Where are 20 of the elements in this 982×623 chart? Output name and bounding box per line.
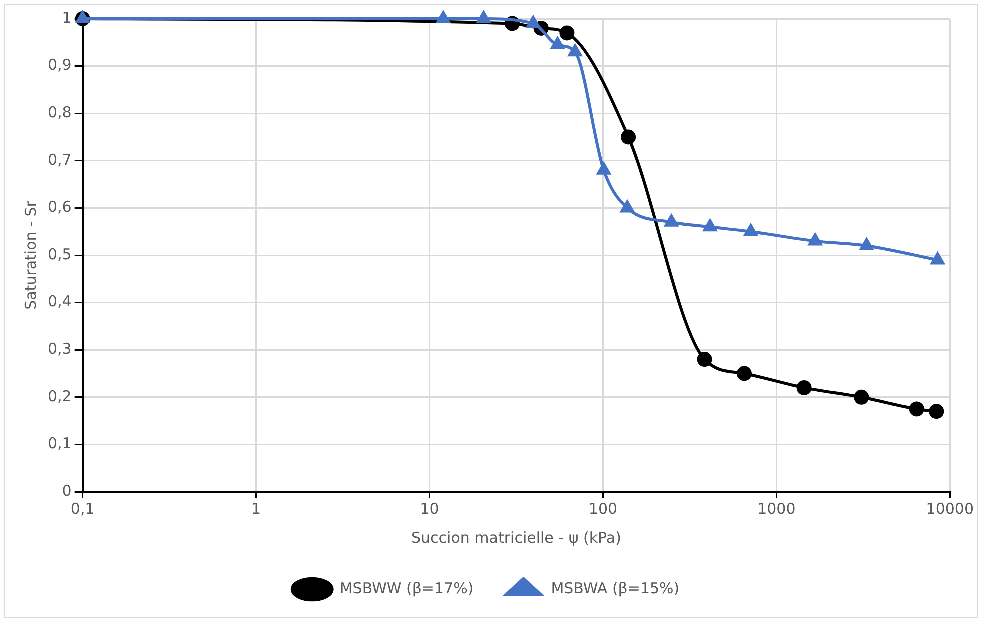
y-tick-label: 0 — [62, 482, 72, 500]
legend-label: MSBWA (β=15%) — [551, 579, 680, 598]
y-tick-label: 0,9 — [48, 56, 72, 74]
y-tick-label: 1 — [62, 8, 72, 27]
x-tick-label: 1000 — [758, 500, 796, 518]
x-axis-title: Succion matricielle - ψ (kPa) — [412, 528, 622, 547]
x-tick-label: 1 — [252, 500, 262, 518]
y-axis-title: Saturation - Sr — [22, 200, 40, 310]
x-tick-label: 10 — [420, 500, 440, 518]
y-tick-label: 0,1 — [48, 434, 72, 453]
y-tick-label: 0,3 — [48, 340, 72, 358]
y-tick-label: 0,4 — [48, 292, 72, 311]
y-tick-label: 0,8 — [48, 103, 72, 122]
y-tick-label: 0,6 — [48, 198, 72, 216]
y-tick-label: 0,5 — [48, 245, 72, 264]
y-tick-label: 0,2 — [48, 387, 72, 406]
legend-label: MSBWW (β=17%) — [340, 579, 474, 598]
y-tick-label: 0,7 — [48, 150, 72, 169]
x-tick-label: 10000 — [926, 500, 974, 518]
x-tick-label: 100 — [588, 500, 618, 518]
